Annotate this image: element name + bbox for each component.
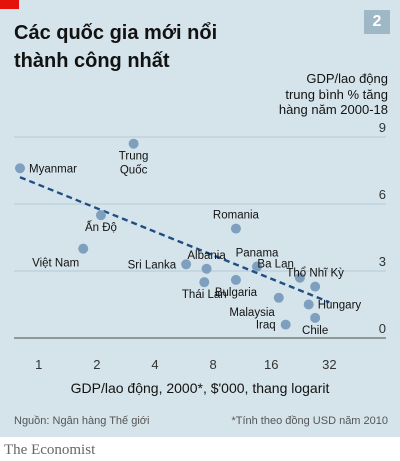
point-ấn-độ (95, 210, 106, 221)
point-ba-lan (294, 272, 305, 283)
point-label-chile: Chile (302, 325, 328, 337)
x-tick-label-4: 4 (151, 357, 158, 372)
point-thái-lan (199, 277, 210, 288)
point-bulgaria (230, 274, 241, 285)
point-label-bulgaria: Bulgaria (215, 287, 258, 299)
point-label-trung-quốc-1: Trung (119, 151, 149, 163)
point-label-ấn-độ: Ấn Độ (85, 221, 117, 234)
point-chile (310, 312, 321, 323)
currency-footnote: *Tính theo đồng USD năm 2010 (231, 415, 388, 427)
point-albania (201, 263, 212, 274)
point-label-thổ-nhĩ-kỳ: Thổ Nhĩ Kỳ (286, 268, 344, 280)
chart-title-line2: thành công nhất (14, 50, 170, 72)
x-axis-label: GDP/lao động, 2000*, $'000, thang logari… (70, 380, 330, 396)
point-label-việt-nam: Việt Nam (32, 258, 79, 270)
x-tick-label-1: 1 (35, 357, 42, 372)
economist-red-tag (0, 0, 19, 9)
x-tick-label-2: 2 (93, 357, 100, 372)
point-việt-nam (78, 243, 89, 254)
point-thổ-nhĩ-kỳ (310, 281, 321, 292)
point-label-thái-lan: Thái Lan (182, 289, 227, 301)
y-axis-label-line1: GDP/lao động (306, 71, 388, 86)
point-label-hungary: Hungary (318, 300, 362, 312)
point-panama (252, 261, 263, 272)
point-label-albania: Albania (187, 250, 226, 262)
point-label-panama: Panama (236, 248, 279, 260)
point-myanmar (15, 163, 25, 174)
x-tick-label-8: 8 (210, 357, 217, 372)
y-tick-label-3: 3 (379, 254, 386, 269)
point-label-iraq: Iraq (256, 320, 276, 332)
y-axis-label: GDP/lao động trung bình % tăng hàng năm … (228, 71, 388, 118)
point-label-romania: Romania (213, 210, 260, 222)
point-hungary (303, 299, 314, 310)
y-tick-label-9: 9 (379, 120, 386, 135)
source-note: Nguồn: Ngân hàng Thế giới (14, 415, 150, 427)
point-label-malaysia: Malaysia (229, 307, 275, 319)
chart-panel (0, 0, 400, 437)
y-tick-label-0: 0 (379, 321, 386, 336)
trend-line (19, 176, 330, 304)
x-tick-label-32: 32 (322, 357, 336, 372)
point-label-sri-lanka: Sri Lanka (128, 259, 177, 271)
economist-brand: The Economist (4, 442, 96, 458)
y-axis-label-line3: hàng năm 2000-18 (278, 102, 388, 117)
point-sri-lanka (181, 259, 192, 270)
point-trung-quốc (128, 138, 139, 149)
point-romania (230, 223, 241, 234)
chart-title-line1: Các quốc gia mới nổi (14, 22, 218, 44)
x-tick-label-16: 16 (264, 357, 278, 372)
chart-number-badge: 2 (364, 10, 390, 34)
point-iraq (280, 319, 291, 330)
point-label-ba-lan: Ba Lan (257, 259, 293, 271)
point-malaysia (273, 292, 284, 303)
y-tick-label-6: 6 (379, 187, 386, 202)
point-label-myanmar: Myanmar (29, 163, 77, 175)
y-axis-label-line2: trung bình % tăng (285, 86, 388, 102)
chart-title: Các quốc gia mới nổi thành công nhất (14, 19, 344, 75)
point-label-trung-quốc-2: Quốc (120, 165, 148, 177)
